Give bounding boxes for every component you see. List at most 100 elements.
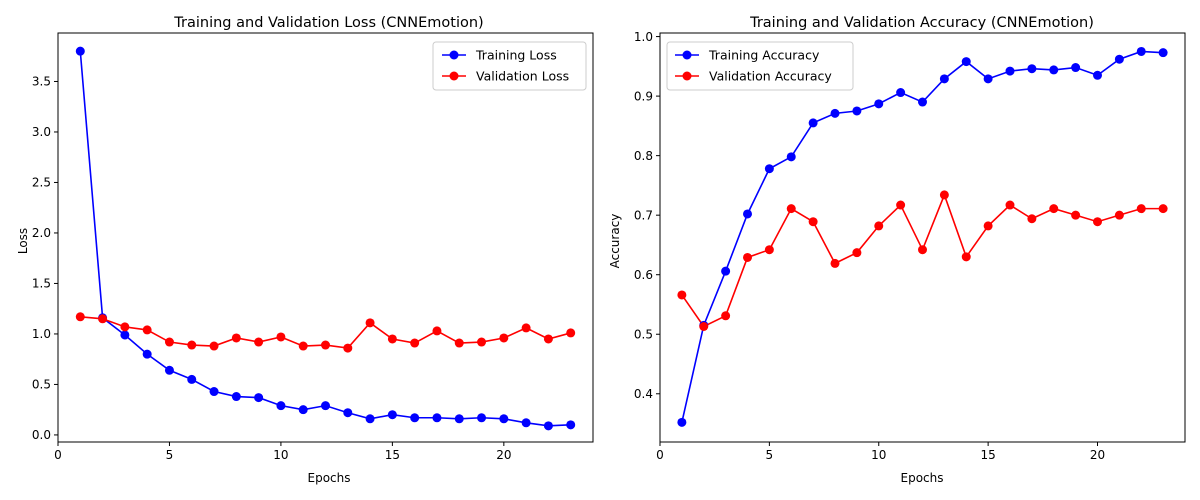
accuracy-y-tick-label: 0.6 bbox=[634, 268, 653, 282]
accuracy-data-point-training-accuracy bbox=[1071, 63, 1081, 73]
loss-data-point-validation-loss bbox=[298, 341, 308, 351]
accuracy-y-tick-label: 0.9 bbox=[634, 89, 653, 103]
accuracy-x-tick-label: 15 bbox=[980, 448, 995, 462]
loss-x-axis-label: Epochs bbox=[308, 471, 351, 485]
loss-data-point-validation-loss bbox=[98, 314, 108, 324]
loss-data-point-validation-loss bbox=[543, 334, 553, 344]
accuracy-data-point-validation-accuracy bbox=[874, 221, 884, 231]
accuracy-data-point-validation-accuracy bbox=[786, 204, 796, 214]
loss-legend: Training Loss Validation Loss bbox=[432, 41, 587, 91]
accuracy-legend-box bbox=[666, 41, 854, 91]
accuracy-data-point-training-accuracy bbox=[677, 417, 687, 427]
accuracy-x-tick-label: 20 bbox=[1090, 448, 1105, 462]
loss-data-point-training-loss bbox=[298, 405, 308, 415]
loss-y-tick-label: 3.0 bbox=[32, 125, 51, 139]
loss-legend-label-training-loss: Training Loss bbox=[475, 48, 557, 63]
loss-y-tick-label: 0.5 bbox=[32, 378, 51, 392]
loss-data-point-training-loss bbox=[142, 349, 152, 359]
accuracy-data-point-validation-accuracy bbox=[743, 252, 752, 262]
loss-data-point-training-loss bbox=[365, 414, 375, 424]
accuracy-data-point-training-accuracy bbox=[764, 164, 774, 174]
loss-data-point-validation-loss bbox=[499, 333, 509, 343]
loss-legend-box bbox=[432, 41, 587, 91]
accuracy-data-point-validation-accuracy bbox=[830, 258, 840, 268]
accuracy-series-points bbox=[677, 46, 1168, 427]
accuracy-y-tick-label: 0.4 bbox=[634, 387, 653, 401]
loss-data-point-training-loss bbox=[254, 393, 264, 403]
accuracy-data-point-training-accuracy bbox=[852, 106, 862, 116]
loss-y-tick-label: 1.5 bbox=[32, 277, 51, 291]
loss-data-point-validation-loss bbox=[454, 338, 464, 348]
accuracy-data-point-training-accuracy bbox=[830, 108, 840, 118]
accuracy-data-point-validation-accuracy bbox=[1093, 217, 1102, 227]
loss-x-tick-label: 20 bbox=[496, 448, 511, 462]
loss-data-point-training-loss bbox=[75, 46, 85, 56]
accuracy-chart-title: Training and Validation Accuracy (CNNEmo… bbox=[749, 15, 1094, 31]
loss-data-point-validation-loss bbox=[120, 322, 130, 332]
loss-series-line-training-loss bbox=[79, 51, 571, 427]
loss-data-point-validation-loss bbox=[432, 326, 442, 336]
accuracy-data-point-training-accuracy bbox=[1049, 65, 1059, 75]
loss-data-point-training-loss bbox=[231, 392, 241, 402]
accuracy-data-point-validation-accuracy bbox=[1071, 210, 1081, 220]
accuracy-data-point-training-accuracy bbox=[1027, 64, 1037, 74]
accuracy-data-point-training-accuracy bbox=[896, 88, 906, 98]
accuracy-data-point-training-accuracy bbox=[1136, 46, 1146, 56]
accuracy-x-axis-label: Epochs bbox=[901, 471, 944, 485]
accuracy-series-line-training-accuracy bbox=[681, 50, 1164, 423]
accuracy-data-point-validation-accuracy bbox=[1027, 214, 1037, 224]
loss-y-axis-label: Loss bbox=[16, 228, 30, 254]
loss-x-tick-label: 15 bbox=[385, 448, 400, 462]
accuracy-data-point-training-accuracy bbox=[721, 266, 731, 276]
loss-data-point-validation-loss bbox=[521, 323, 531, 333]
loss-data-point-validation-loss bbox=[321, 340, 330, 350]
accuracy-data-point-training-accuracy bbox=[1093, 70, 1102, 80]
loss-ticks: 0 5 10 15 20 0.0 0.5 1.0 1.5 2.0 2.5 3.0 3.5 bbox=[32, 75, 512, 462]
loss-y-tick-label: 3.5 bbox=[32, 75, 51, 89]
loss-data-point-training-loss bbox=[276, 401, 286, 411]
accuracy-series-lines bbox=[681, 50, 1164, 423]
accuracy-legend-label-validation-accuracy: Validation Accuracy bbox=[709, 69, 832, 84]
loss-data-point-training-loss bbox=[477, 413, 487, 423]
loss-data-point-training-loss bbox=[410, 413, 420, 423]
accuracy-data-point-training-accuracy bbox=[983, 74, 993, 84]
accuracy-data-point-training-accuracy bbox=[808, 118, 818, 128]
loss-data-point-training-loss bbox=[521, 418, 531, 428]
accuracy-data-point-validation-accuracy bbox=[939, 190, 949, 200]
loss-legend-label-validation-loss: Validation Loss bbox=[476, 69, 569, 84]
loss-y-tick-label: 2.0 bbox=[32, 226, 51, 240]
accuracy-data-point-training-accuracy bbox=[1158, 48, 1168, 58]
loss-y-tick-label: 2.5 bbox=[32, 176, 51, 190]
accuracy-legend-label-training-accuracy: Training Accuracy bbox=[708, 48, 820, 63]
loss-data-point-training-loss bbox=[387, 410, 397, 420]
loss-data-point-training-loss bbox=[566, 420, 576, 430]
accuracy-data-point-validation-accuracy bbox=[983, 221, 993, 231]
loss-data-point-validation-loss bbox=[254, 337, 264, 347]
loss-data-point-validation-loss bbox=[231, 333, 241, 343]
accuracy-legend: Training Accuracy Validation Accuracy bbox=[666, 41, 854, 91]
accuracy-x-tick-label: 0 bbox=[656, 448, 664, 462]
loss-data-point-validation-loss bbox=[209, 341, 219, 351]
loss-legend-marker-validation-loss bbox=[449, 71, 459, 81]
loss-data-point-validation-loss bbox=[142, 325, 152, 335]
loss-data-point-validation-loss bbox=[566, 328, 576, 338]
accuracy-data-point-training-accuracy bbox=[786, 152, 796, 162]
loss-data-point-validation-loss bbox=[187, 340, 197, 350]
loss-data-point-training-loss bbox=[454, 414, 464, 424]
accuracy-data-point-training-accuracy bbox=[961, 57, 971, 67]
loss-data-point-training-loss bbox=[164, 365, 174, 375]
loss-data-point-training-loss bbox=[120, 330, 130, 340]
accuracy-y-tick-label: 0.5 bbox=[634, 327, 653, 341]
accuracy-plot-frame bbox=[659, 32, 1186, 443]
accuracy-data-point-validation-accuracy bbox=[852, 248, 862, 258]
accuracy-data-point-training-accuracy bbox=[743, 209, 752, 219]
loss-data-point-training-loss bbox=[343, 408, 353, 418]
accuracy-legend-marker-training-accuracy bbox=[682, 50, 692, 60]
loss-series-lines bbox=[79, 51, 571, 427]
accuracy-y-axis-label: Accuracy bbox=[608, 214, 622, 269]
accuracy-series-line-validation-accuracy bbox=[681, 192, 1164, 328]
loss-data-point-training-loss bbox=[321, 401, 330, 411]
loss-y-tick-label: 1.0 bbox=[32, 327, 51, 341]
accuracy-data-point-training-accuracy bbox=[939, 74, 949, 84]
